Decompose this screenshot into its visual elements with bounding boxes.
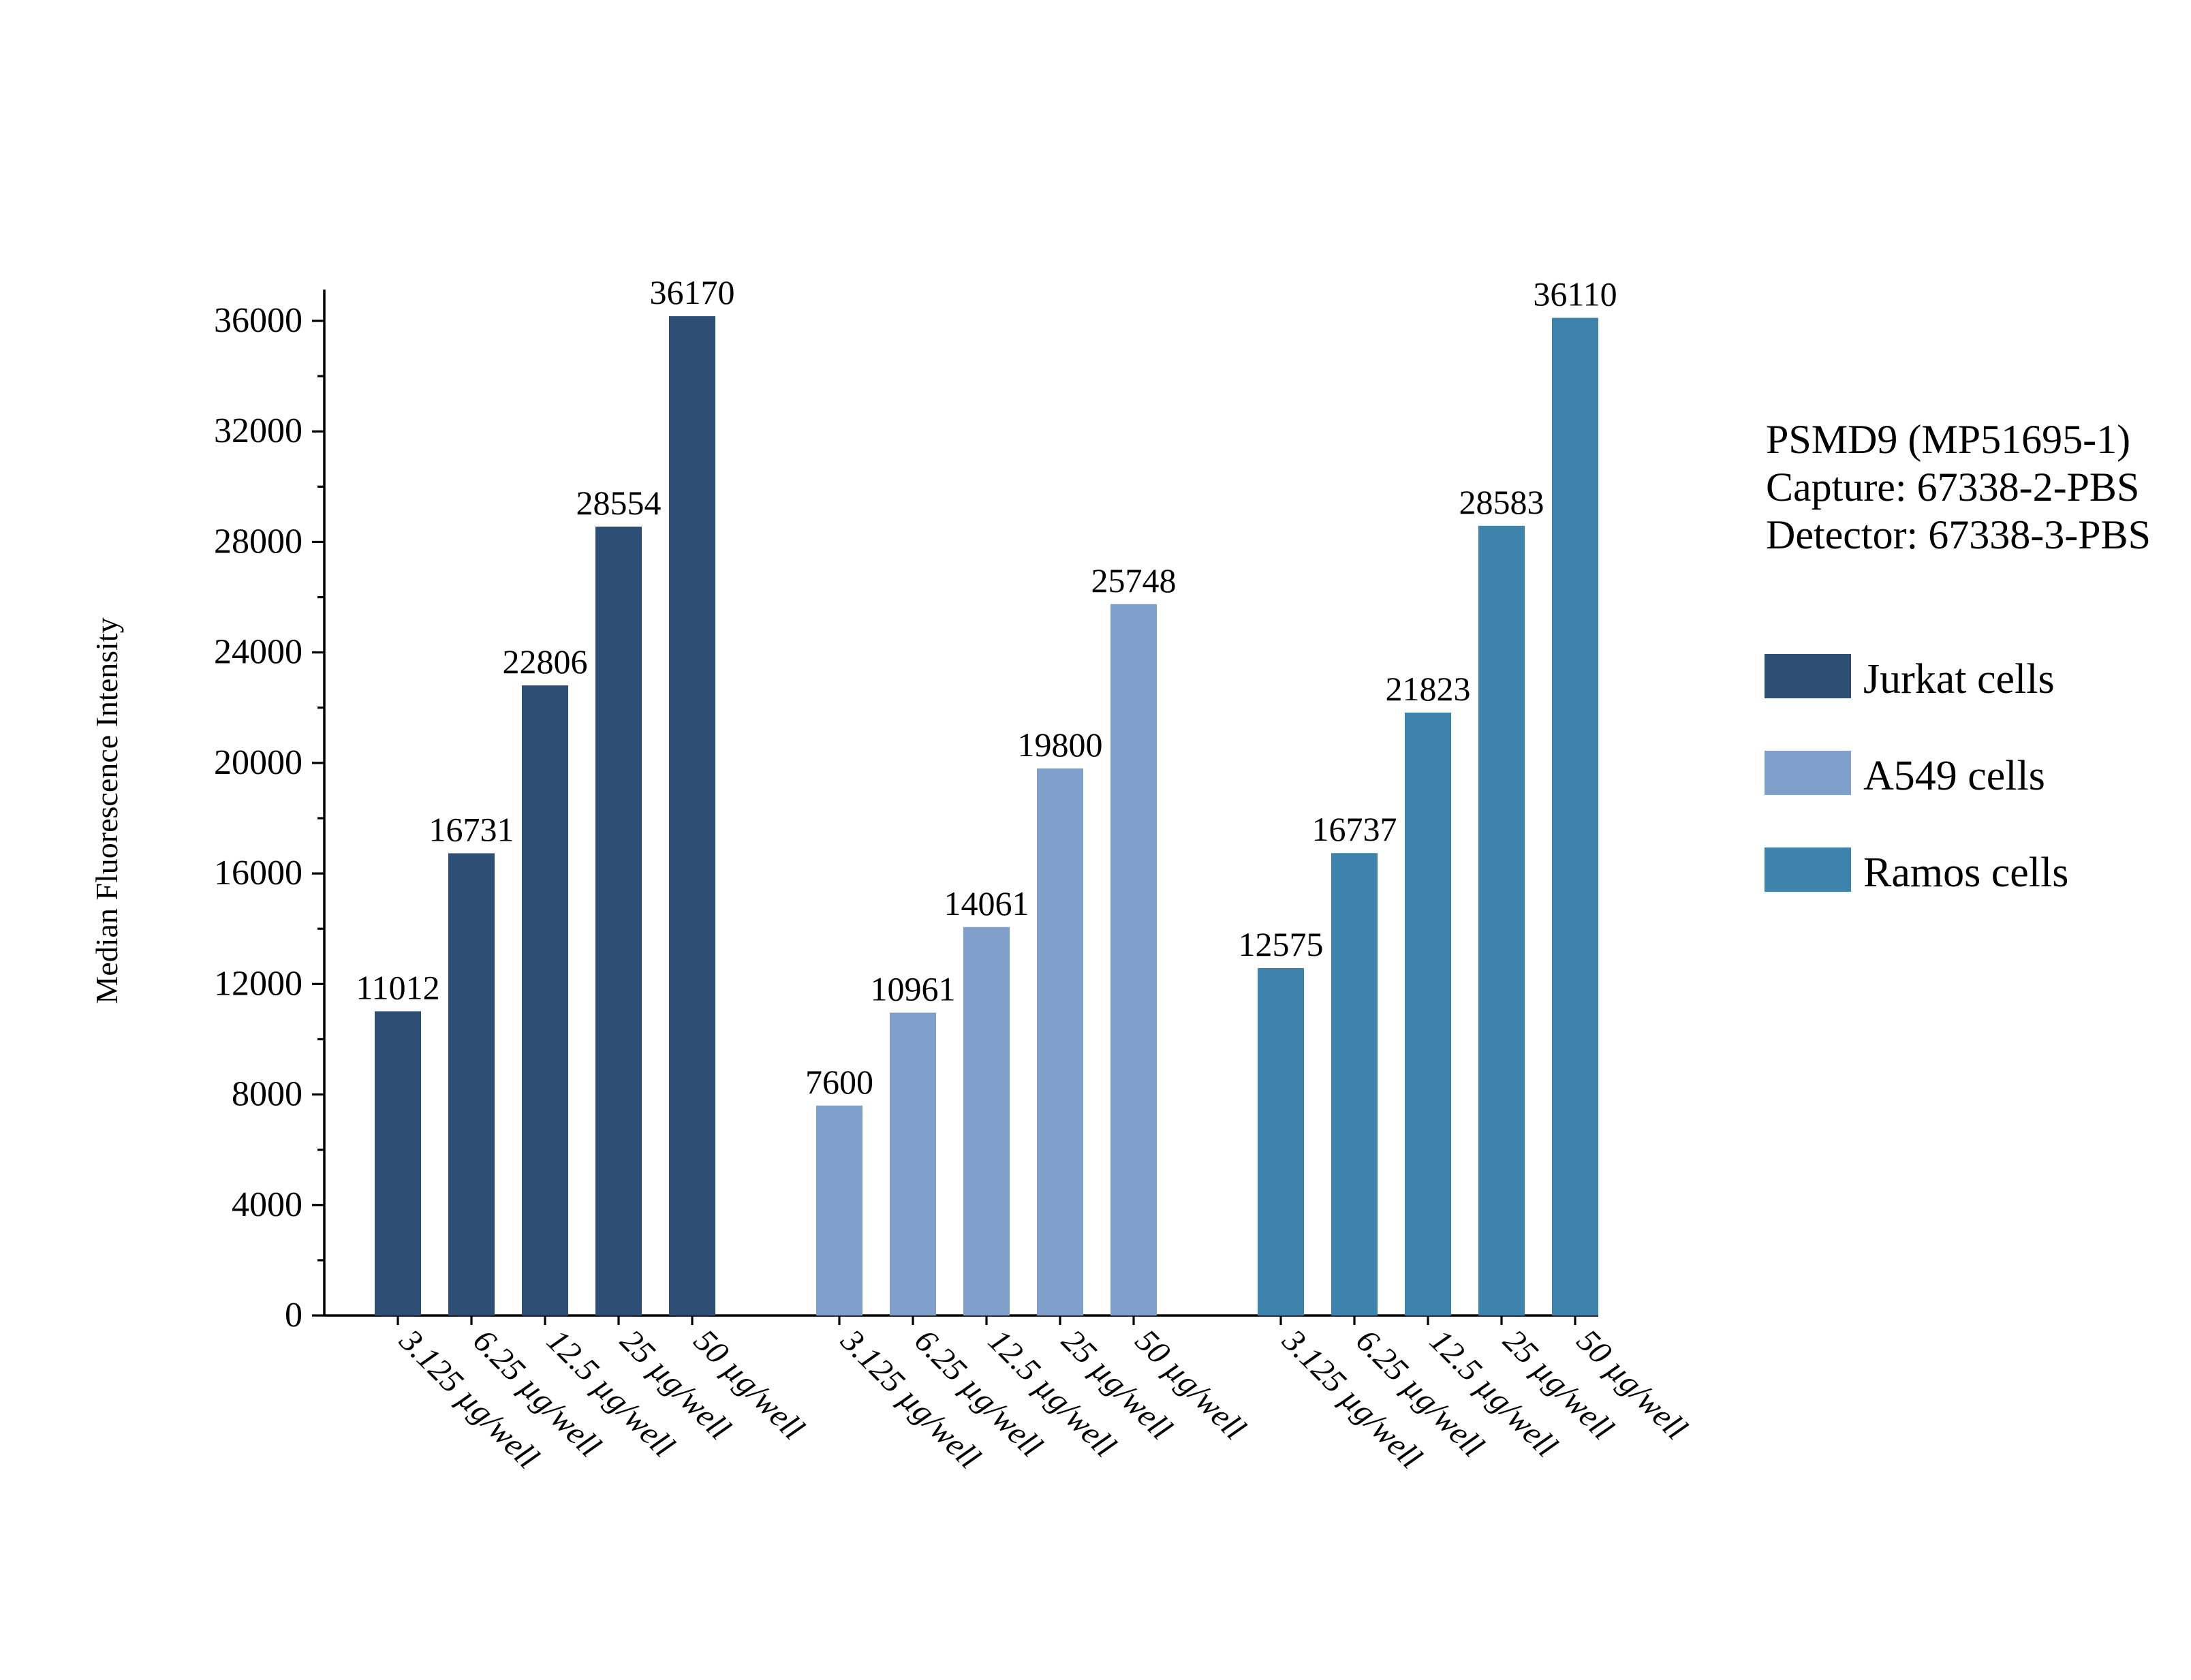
- svg-text:24000: 24000: [214, 633, 302, 672]
- svg-text:36000: 36000: [214, 301, 302, 340]
- svg-text:21823: 21823: [1386, 670, 1471, 708]
- svg-text:19800: 19800: [1018, 726, 1103, 764]
- svg-text:A549 cells: A549 cells: [1863, 753, 2045, 799]
- svg-text:32000: 32000: [214, 411, 302, 450]
- svg-text:Detector: 67338-3-PBS: Detector: 67338-3-PBS: [1766, 512, 2151, 557]
- svg-text:8000: 8000: [232, 1075, 302, 1114]
- svg-text:28554: 28554: [576, 484, 662, 522]
- svg-text:Capture: 67338-2-PBS: Capture: 67338-2-PBS: [1766, 465, 2139, 510]
- svg-text:16737: 16737: [1312, 810, 1397, 848]
- svg-text:0: 0: [285, 1296, 302, 1335]
- svg-text:4000: 4000: [232, 1185, 302, 1224]
- svg-text:14061: 14061: [944, 884, 1029, 922]
- svg-text:20000: 20000: [214, 743, 302, 782]
- svg-text:16000: 16000: [214, 854, 302, 892]
- svg-text:16731: 16731: [429, 810, 514, 848]
- svg-text:7600: 7600: [805, 1063, 873, 1101]
- svg-text:Ramos cells: Ramos cells: [1863, 850, 2068, 896]
- svg-text:28583: 28583: [1459, 483, 1544, 521]
- svg-text:10961: 10961: [871, 969, 956, 1008]
- svg-text:28000: 28000: [214, 522, 302, 561]
- svg-text:12000: 12000: [214, 964, 302, 1003]
- svg-text:36110: 36110: [1533, 275, 1617, 313]
- svg-text:Jurkat cells: Jurkat cells: [1863, 656, 2055, 702]
- svg-text:PSMD9 (MP51695-1): PSMD9 (MP51695-1): [1766, 417, 2130, 462]
- svg-text:36170: 36170: [650, 273, 735, 311]
- svg-text:11012: 11012: [356, 968, 439, 1006]
- svg-text:Median Fluorescence Intensity: Median Fluorescence Intensity: [89, 617, 124, 1004]
- svg-text:25748: 25748: [1091, 561, 1177, 600]
- svg-text:22806: 22806: [503, 642, 588, 681]
- svg-text:12575: 12575: [1239, 925, 1324, 963]
